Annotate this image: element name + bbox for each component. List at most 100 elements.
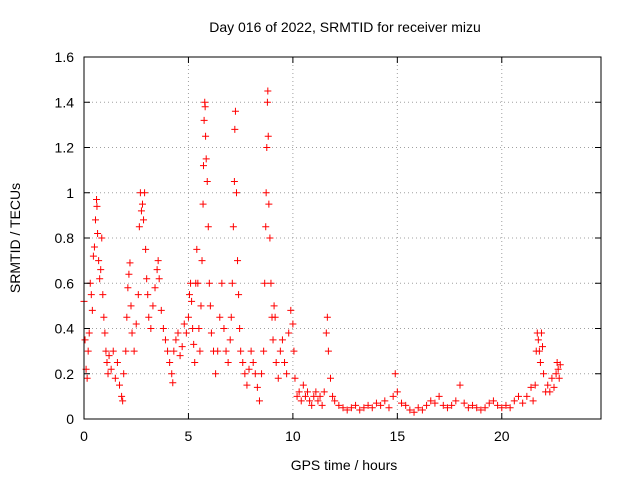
data-point: [297, 397, 305, 405]
data-point: [249, 358, 257, 366]
data-point: [270, 302, 278, 310]
data-point: [364, 401, 372, 409]
data-point: [134, 291, 142, 299]
data-point: [431, 399, 439, 407]
data-point: [335, 401, 343, 409]
data-point: [169, 379, 177, 387]
data-point: [481, 404, 489, 412]
data-point: [262, 189, 270, 197]
data-point: [83, 374, 91, 382]
data-point: [310, 392, 318, 400]
data-point: [218, 279, 226, 287]
data-point: [199, 200, 207, 208]
data-point: [389, 392, 397, 400]
data-point: [258, 370, 266, 378]
data-point: [239, 358, 247, 366]
data-point: [140, 216, 148, 224]
data-point: [514, 392, 522, 400]
data-point: [161, 336, 169, 344]
data-point: [101, 329, 109, 337]
data-point: [540, 370, 548, 378]
y-tick-label: 0: [66, 411, 74, 427]
data-point: [287, 306, 295, 314]
data-point: [423, 401, 431, 409]
data-point: [116, 381, 124, 389]
axis-ticks: 0 5 10 15 20 0 0.2 0.4 0.6 0.8 1 1.2 1.4 1.6: [55, 49, 601, 444]
data-point: [324, 347, 332, 355]
data-point: [494, 401, 502, 409]
data-point: [157, 306, 165, 314]
data-point: [220, 325, 228, 332]
data-point: [199, 162, 207, 170]
data-point: [529, 397, 537, 405]
data-point: [293, 392, 301, 400]
data-point: [469, 401, 477, 409]
data-point: [460, 399, 468, 407]
data-point: [251, 370, 259, 378]
data-point: [88, 306, 96, 314]
data-point: [343, 406, 351, 414]
data-point: [555, 374, 563, 382]
data-point: [534, 336, 542, 344]
y-tick-label: 1.4: [55, 94, 75, 110]
data-point: [128, 329, 136, 337]
data-point: [96, 275, 104, 283]
data-point: [329, 392, 337, 400]
data-point: [448, 401, 456, 409]
data-point: [439, 401, 447, 409]
data-point: [265, 200, 273, 208]
data-point: [278, 336, 286, 344]
data-point: [347, 404, 355, 412]
data-point: [410, 408, 418, 416]
data-point: [281, 358, 289, 366]
data-point: [464, 404, 472, 412]
data-point: [90, 243, 98, 251]
data-point: [393, 388, 401, 396]
data-point: [229, 223, 237, 231]
data-point: [237, 347, 245, 355]
data-point: [427, 397, 435, 405]
x-tick-label: 10: [285, 428, 301, 444]
data-point: [550, 383, 558, 391]
y-tick-label: 1.6: [55, 49, 75, 65]
data-point: [149, 302, 157, 310]
data-point: [216, 313, 224, 321]
data-point: [222, 347, 230, 355]
data-point: [510, 397, 518, 405]
data-point: [91, 216, 99, 224]
data-point: [93, 196, 101, 204]
y-tick-label: 0.6: [55, 275, 75, 291]
data-point: [123, 313, 131, 321]
data-point: [100, 313, 108, 321]
data-point: [104, 370, 112, 378]
data-point: [269, 336, 277, 344]
data-point: [368, 404, 376, 412]
data-point: [276, 347, 284, 355]
data-point: [107, 365, 115, 373]
data-point: [473, 404, 481, 412]
data-point: [435, 392, 443, 400]
data-point: [185, 291, 193, 299]
data-points: [80, 87, 564, 416]
data-point: [402, 401, 410, 409]
data-point: [314, 397, 322, 405]
data-point: [118, 392, 126, 400]
data-point: [147, 325, 155, 332]
data-point: [113, 358, 121, 366]
data-point: [267, 279, 275, 287]
data-point: [271, 313, 279, 321]
data-point: [255, 397, 263, 405]
data-point: [489, 397, 497, 405]
data-point: [312, 388, 320, 396]
data-point: [391, 370, 399, 378]
data-point: [304, 388, 312, 396]
data-point: [295, 388, 303, 396]
data-point: [159, 325, 167, 332]
data-point: [261, 279, 269, 287]
data-point: [230, 177, 238, 185]
data-point: [178, 343, 186, 351]
data-point: [456, 381, 464, 389]
x-tick-label: 5: [185, 428, 193, 444]
data-point: [263, 144, 271, 151]
data-point: [193, 245, 201, 253]
